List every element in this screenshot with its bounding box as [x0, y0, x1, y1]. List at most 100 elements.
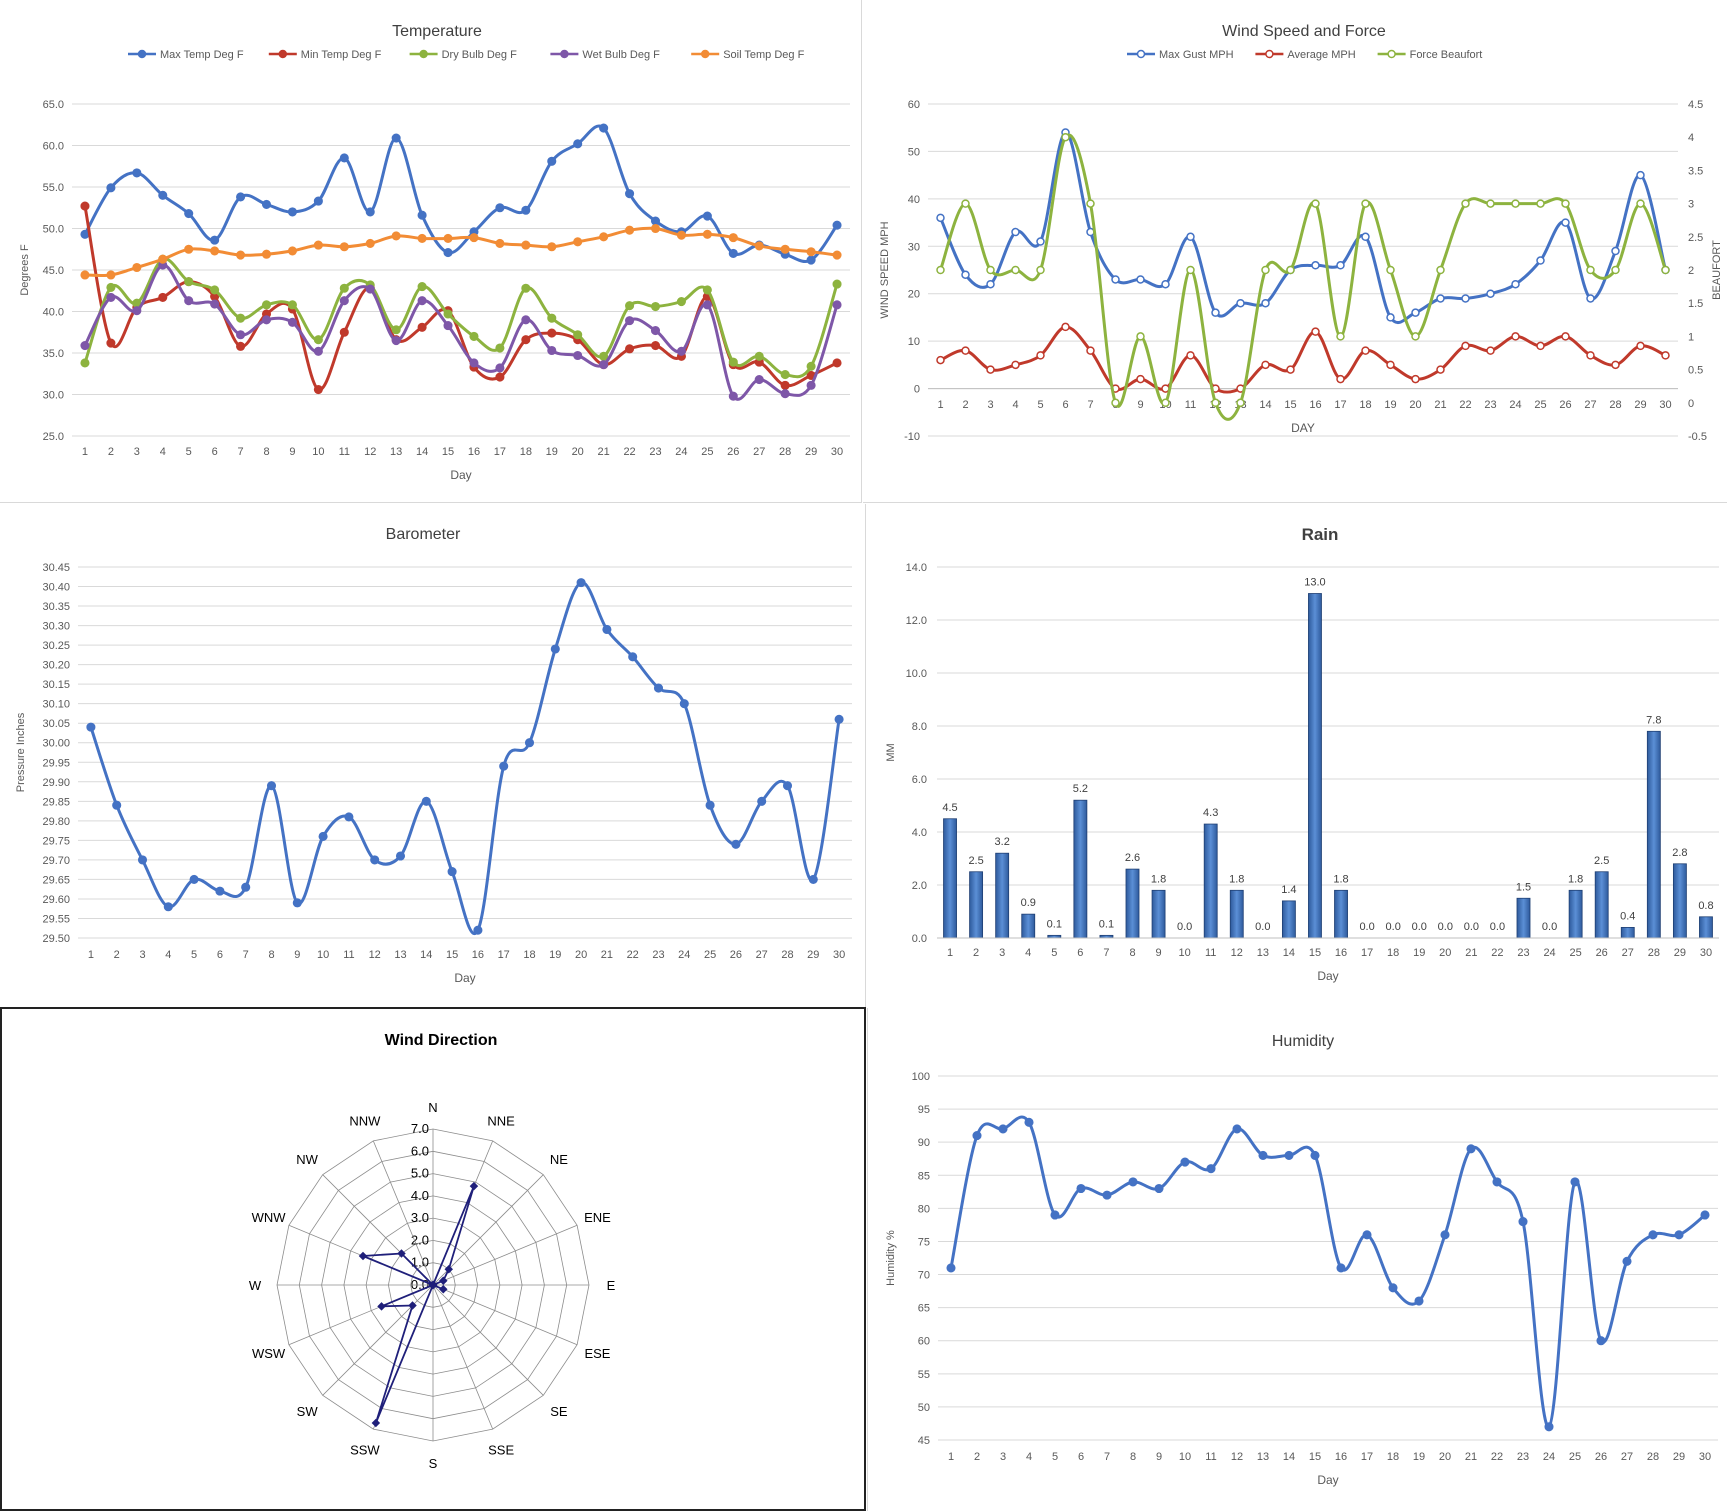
x-tick-label: 8 [1130, 1451, 1136, 1463]
y2-tick-label: 0.5 [1688, 365, 1703, 377]
x-tick-label: 18 [1387, 947, 1399, 959]
data-point [1561, 199, 1570, 208]
y-tick-label: 65 [918, 1303, 930, 1315]
x-tick-label: 29 [1634, 399, 1646, 411]
rain-bar [1308, 593, 1322, 939]
legend-marker [278, 49, 288, 59]
x-tick-label: 16 [472, 949, 484, 961]
y-tick-label: 30.0 [43, 390, 64, 402]
data-point [1511, 332, 1520, 341]
direction-label: SW [297, 1404, 319, 1419]
x-tick-label: 23 [649, 446, 661, 458]
data-point [236, 341, 246, 351]
legend-marker [560, 49, 569, 59]
rain-bar [1699, 916, 1713, 939]
x-axis-label: DAY [1291, 421, 1315, 435]
data-point [1311, 261, 1320, 270]
x-tick-label: 27 [1621, 1451, 1633, 1463]
x-tick-label: 19 [1413, 947, 1425, 959]
data-point [1461, 341, 1470, 351]
series-line [939, 133, 1667, 421]
data-point [521, 283, 531, 293]
y-axis-label: WIND SPEED MPH [879, 221, 891, 318]
x-tick-label: 1 [948, 1451, 954, 1463]
legend-label: Dry Bulb Deg F [442, 49, 517, 61]
data-point [86, 722, 96, 732]
x-tick-label: 7 [1104, 1451, 1110, 1463]
wind-speed-chart: Wind Speed and Force-100102030405060-0.5… [879, 23, 1723, 443]
data-point [936, 213, 945, 223]
legend-label: Min Temp Deg F [301, 49, 382, 61]
data-label: 1.5 [1516, 881, 1531, 893]
data-point [1186, 265, 1195, 275]
x-tick-label: 5 [1037, 399, 1043, 411]
rain-bar [1568, 889, 1583, 939]
y2-tick-label: 2 [1688, 265, 1694, 277]
data-point [625, 301, 635, 311]
data-point [1211, 398, 1220, 408]
rain-bar [1594, 871, 1609, 939]
x-tick-label: 14 [1283, 1451, 1295, 1463]
radar-point [377, 1302, 386, 1311]
rain-bar [1646, 730, 1661, 939]
data-point [521, 205, 531, 215]
data-point [158, 254, 168, 264]
data-point [236, 330, 246, 340]
data-point [1102, 1190, 1112, 1200]
data-label: 13.0 [1304, 577, 1325, 589]
rain-bar [1229, 889, 1244, 939]
y-tick-label: 30.35 [42, 601, 70, 613]
x-tick-label: 11 [1205, 1451, 1216, 1463]
rain-bar [1125, 868, 1140, 939]
y2-tick-label: 1.5 [1688, 298, 1703, 310]
x-tick-label: 22 [627, 949, 639, 961]
data-point [806, 380, 816, 390]
y-tick-label: 30.10 [42, 699, 70, 711]
data-point [1388, 1283, 1398, 1293]
radar-point [408, 1301, 417, 1310]
rain-bar [969, 871, 984, 939]
data-point [210, 285, 220, 295]
series-line [84, 226, 838, 278]
y-tick-label: 0.0 [912, 933, 927, 945]
data-point [650, 301, 661, 312]
data-point [832, 250, 842, 260]
data-point [391, 336, 401, 346]
data-point [339, 327, 349, 337]
x-tick-label: 9 [1137, 399, 1143, 411]
data-point [313, 384, 323, 395]
data-point [106, 183, 116, 193]
data-point [495, 372, 505, 382]
data-point [1414, 1296, 1424, 1306]
data-point [1136, 374, 1145, 384]
data-point [961, 270, 970, 279]
data-point [1561, 218, 1570, 227]
data-label: 2.5 [1594, 855, 1609, 867]
y-tick-label: 25.0 [43, 431, 64, 443]
chart-title: Temperature [392, 23, 482, 40]
x-tick-label: 2 [974, 1451, 980, 1463]
data-point [679, 699, 689, 709]
data-point [210, 235, 220, 245]
legend-marker [1136, 49, 1146, 59]
data-point [236, 250, 246, 260]
y-tick-label: 4.0 [912, 827, 927, 839]
data-point [1361, 199, 1370, 208]
direction-label: NNE [487, 1114, 515, 1129]
data-point [261, 315, 272, 325]
x-tick-label: 30 [1699, 1451, 1711, 1463]
data-point [132, 168, 142, 178]
data-point [365, 238, 375, 248]
legend-marker [137, 49, 147, 59]
data-point [421, 796, 431, 806]
y-tick-label: 95 [918, 1104, 930, 1116]
x-tick-label: 27 [1622, 947, 1634, 959]
x-tick-label: 5 [191, 949, 197, 961]
x-tick-label: 15 [1284, 399, 1296, 411]
radar-point [371, 1418, 381, 1428]
x-tick-label: 17 [498, 949, 510, 961]
x-tick-label: 1 [82, 446, 88, 458]
data-point [106, 270, 116, 280]
x-tick-label: 2 [114, 949, 120, 961]
x-tick-label: 27 [753, 446, 765, 458]
